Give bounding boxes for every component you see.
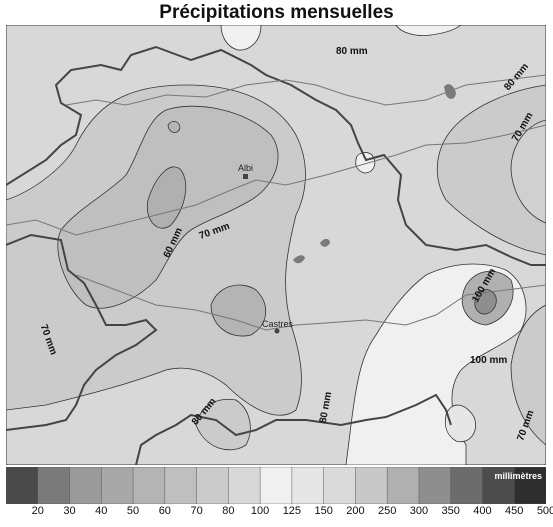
pocket-albi-west [146,166,187,229]
legend-tick-label: 80 [222,505,235,517]
legend-colorbar: millimètres [6,467,546,504]
band-70mm-east [436,84,546,256]
pocket-castres [210,284,266,337]
patch-north-white [220,25,262,51]
legend-tick-label: 300 [409,505,429,517]
legend-cell [132,467,166,504]
patch-east-white [355,152,376,174]
river-tarn [6,124,546,236]
legend-cell [69,467,103,504]
legend-cell [228,467,261,504]
river-agout [75,274,546,331]
band-southeast-right [510,304,546,446]
legend-unit: millimètres [494,471,542,481]
legend-cell [259,467,293,504]
pocket-north [167,121,181,133]
castres-marker [274,328,280,334]
legend-cell [450,467,484,504]
legend-cell [323,467,357,504]
legend-cell [386,467,420,504]
legend-cell [164,467,198,504]
legend-cell [418,467,452,504]
legend-tick-label: 20 [31,505,44,517]
lake-center-a [293,255,305,264]
legend-tick-label: 60 [158,505,171,517]
contour-label-north: 80 mm [336,46,368,57]
precipitation-map: Albi Castres 80 mm 80 mm 70 mm 60 mm 70 … [6,25,546,465]
contour-label-southeast-100b: 100 mm [470,355,507,366]
legend-tick-label: 125 [282,505,302,517]
albi-marker [243,174,248,179]
map-title: Précipitations mensuelles [159,2,394,23]
legend-cell [355,467,388,504]
legend-tick-label: 450 [505,505,524,517]
legend-tick-label: 150 [314,505,333,517]
legend-tick-label: 200 [346,505,365,517]
legend-cell [196,467,230,504]
albi-label: Albi [238,163,253,173]
legend-tick-label: 30 [63,505,76,517]
legend-tick-label: 100 [250,505,270,517]
band-high-core-inner [474,289,497,315]
legend-tick-label: 400 [473,505,492,517]
legend-cell [6,467,39,504]
patch-northeast-white [395,25,462,36]
legend-tick-label: 70 [190,505,203,517]
legend-tick-label: 40 [95,505,108,517]
legend-cell [482,467,515,504]
legend-ticks: 20 30 40 50 60 70 80 100 125 150 200 250 300 350 400 45… [6,505,553,523]
legend-tick-label: 500 [536,505,553,517]
legend-tick-label: 250 [377,505,397,517]
legend-cell [101,467,134,504]
lake-center-b [320,238,330,247]
band-100mm-southeast-inner [444,404,476,443]
department-boundary [6,45,546,465]
castres-label: Castres [262,319,294,329]
legend-tick-label: 350 [441,505,460,517]
contour-label-south-80b: 80 mm [318,391,334,424]
river-north [65,74,546,106]
legend-cell [291,467,325,504]
legend-cell [37,467,71,504]
legend-tick-label: 50 [126,505,140,517]
legend-cell [513,467,546,504]
